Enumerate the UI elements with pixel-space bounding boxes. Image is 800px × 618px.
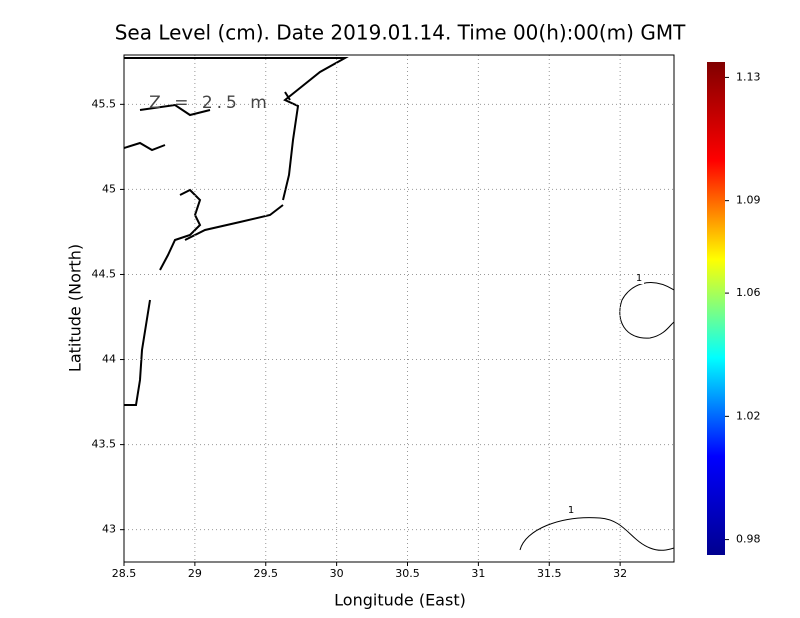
x-tick-label: 29 (188, 567, 202, 580)
colorbar-tick-label: 1.02 (736, 409, 761, 422)
y-tick-label: 45 (102, 182, 116, 195)
y-tick-label: 43 (102, 523, 116, 536)
grid (124, 55, 674, 562)
contour-label: 1 (634, 272, 644, 284)
coastline (124, 91, 291, 406)
colorbar (707, 62, 725, 555)
x-tick-label: 30.5 (395, 567, 420, 580)
colorbar-tick-label: 1.13 (736, 70, 761, 83)
x-axis-label: Longitude (East) (334, 591, 466, 610)
x-tick-label: 30 (330, 567, 344, 580)
chart-title: Sea Level (cm). Date 2019.01.14. Time 00… (115, 21, 686, 45)
land (124, 55, 350, 462)
x-tick-label: 29.5 (254, 567, 279, 580)
colorbar-tick-label: 1.06 (736, 286, 761, 299)
contour-line (519, 517, 674, 551)
contour-label: 1 (566, 504, 576, 516)
contour-label-text: 1 (636, 273, 642, 284)
x-tick-label: 31 (471, 567, 485, 580)
colorbar-tick-label: 0.98 (736, 533, 761, 546)
y-tick-label: 44 (102, 353, 116, 366)
y-tick-label: 43.5 (92, 438, 117, 451)
y-tick-label: 44.5 (92, 267, 117, 280)
y-tick-label: 45.5 (92, 97, 117, 110)
field-layer (124, 55, 674, 551)
contour-label-text: 1 (568, 505, 574, 516)
y-axis-label: Latitude (North) (66, 244, 85, 372)
x-tick-label: 31.5 (537, 567, 562, 580)
depth-annotation: Z = 2.5 m (149, 93, 271, 113)
x-tick-label: 28.5 (112, 567, 137, 580)
x-tick-label: 32 (613, 567, 627, 580)
plot-frame (123, 54, 675, 563)
contour-line (619, 282, 674, 339)
colorbar-tick-label: 1.09 (736, 194, 761, 207)
coastline-main (124, 57, 349, 201)
